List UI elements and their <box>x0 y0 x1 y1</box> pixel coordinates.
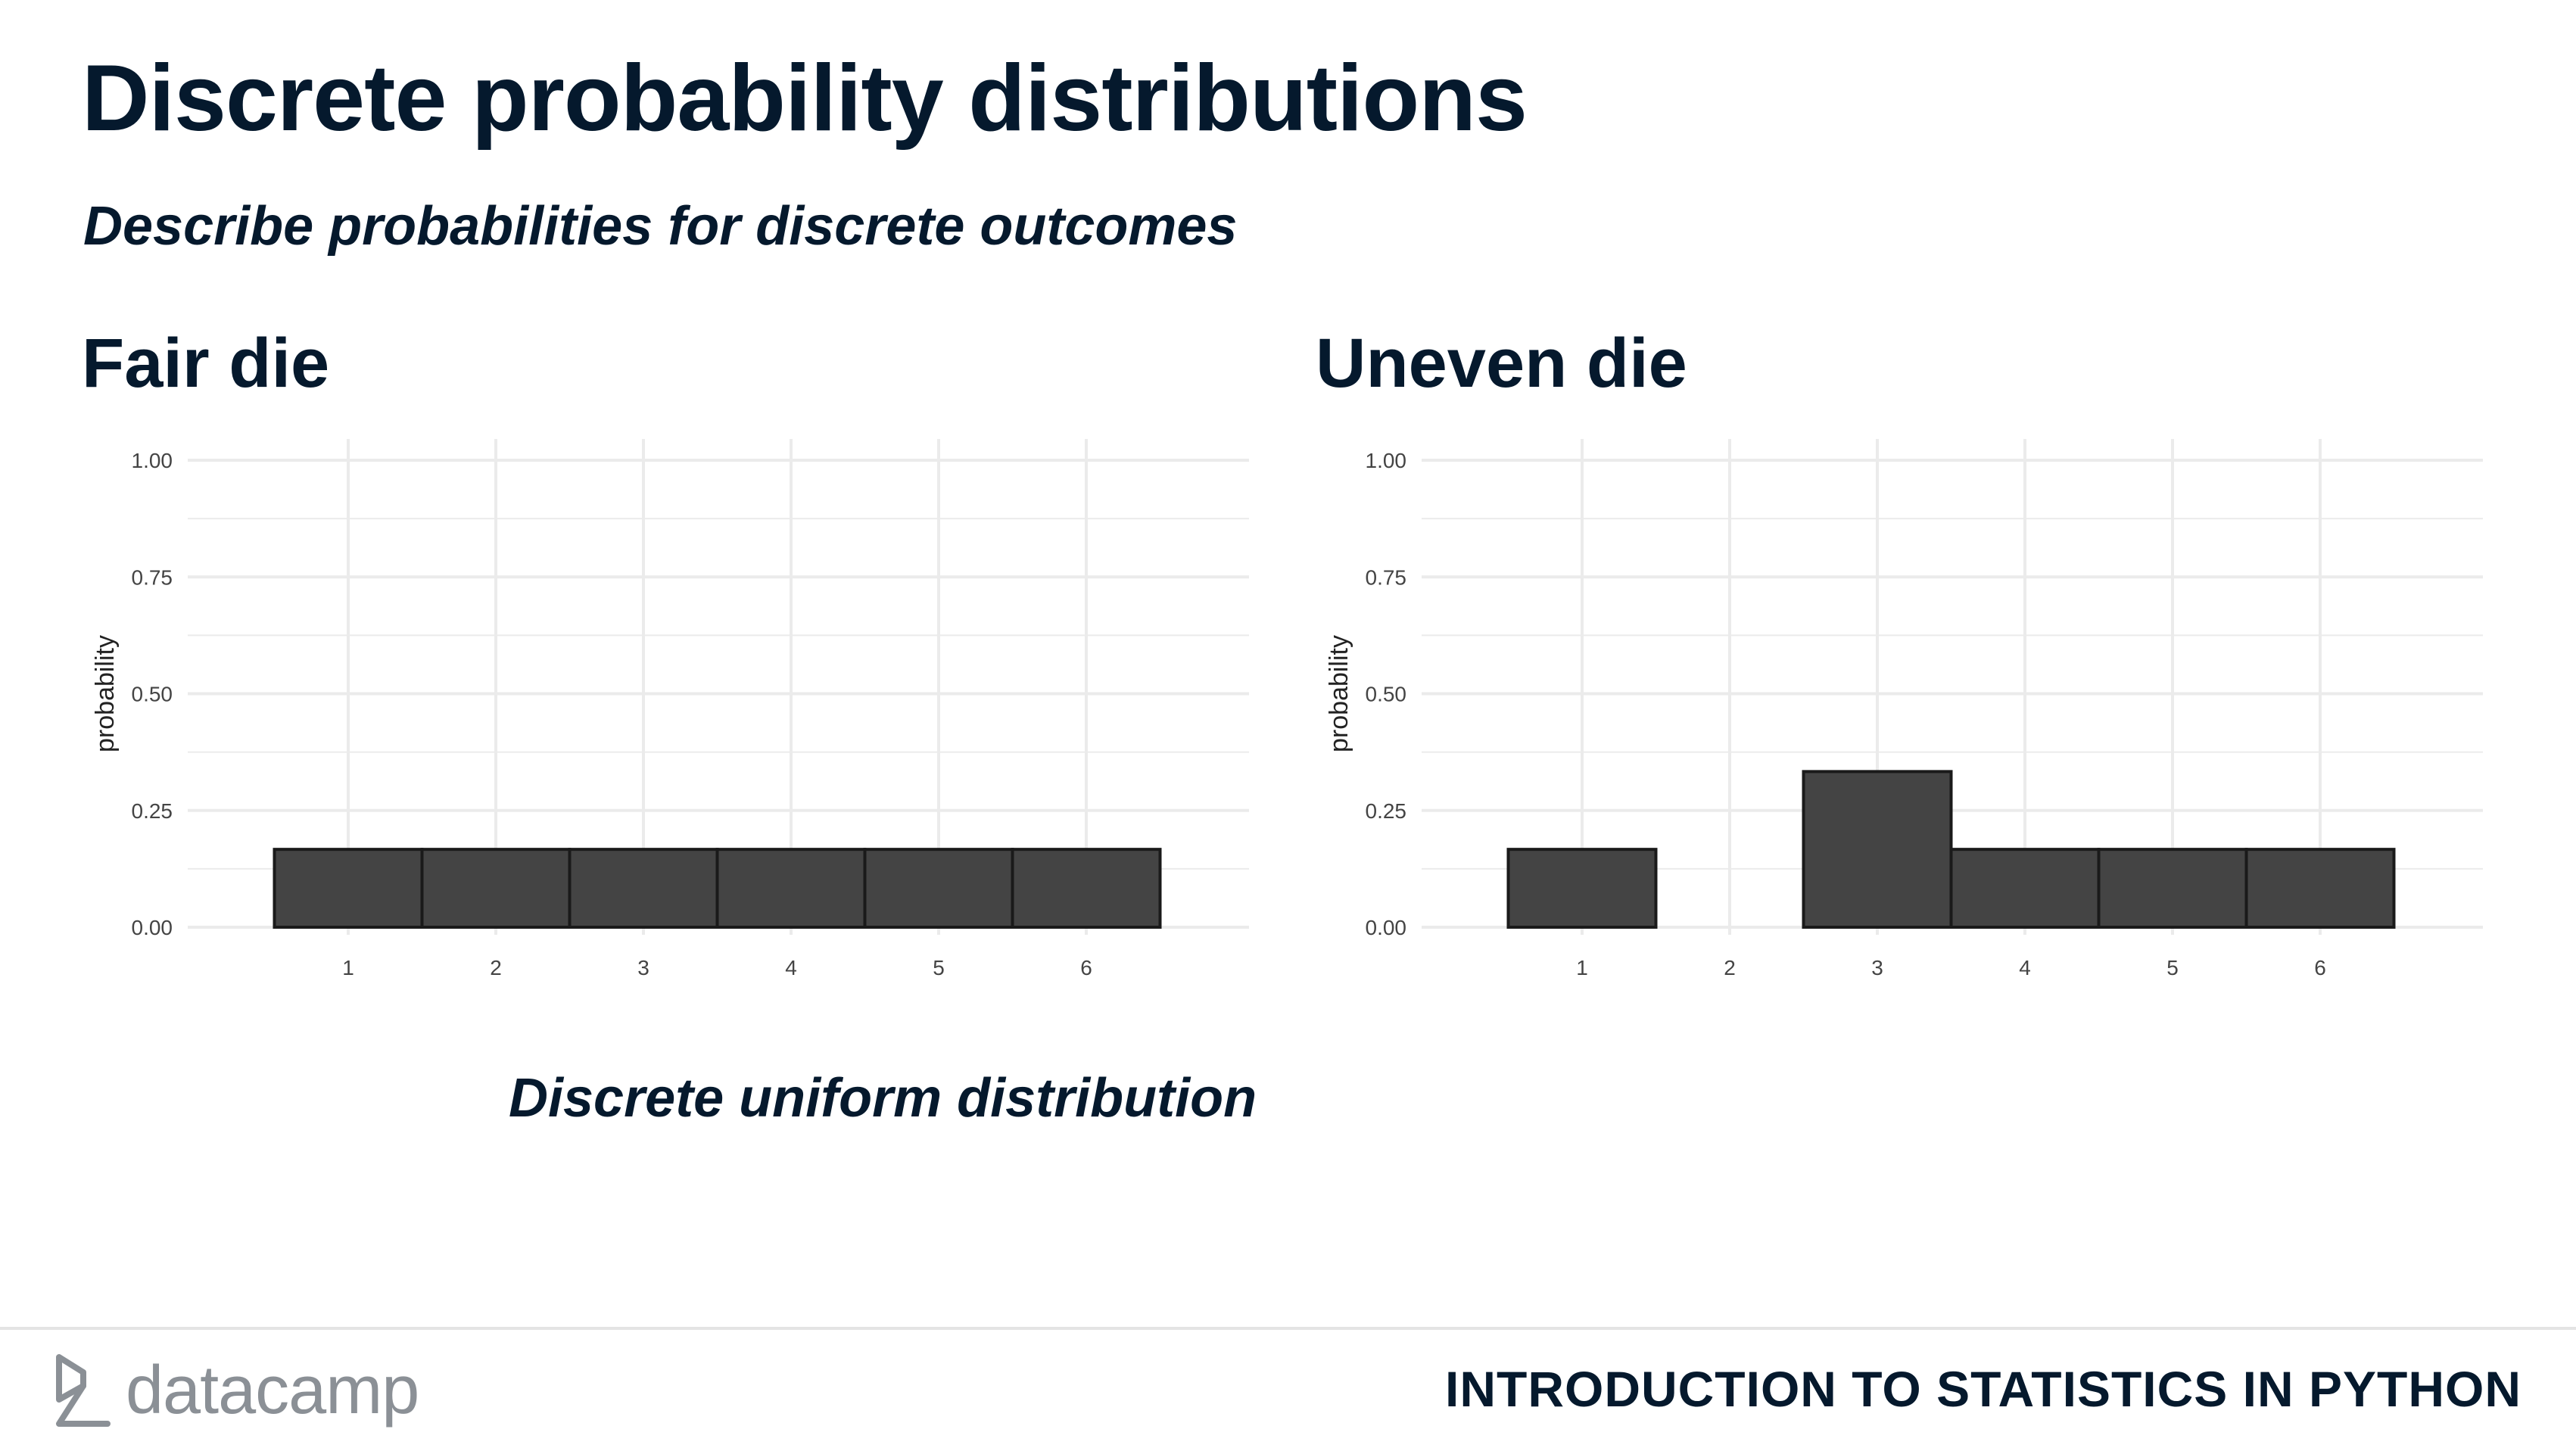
y-tick-label: 0.75 <box>1366 565 1407 589</box>
x-tick-label: 2 <box>1724 956 1736 979</box>
y-tick-label: 0.00 <box>132 916 173 939</box>
bar-6 <box>2244 848 2396 929</box>
y-tick-label: 0.25 <box>132 799 173 823</box>
x-tick-label: 3 <box>1871 956 1883 979</box>
datacamp-logo: datacamp <box>53 1349 419 1432</box>
y-tick-label: 0.25 <box>1366 799 1407 823</box>
footer-divider <box>0 1327 2576 1330</box>
x-tick-label: 6 <box>1080 956 1092 979</box>
y-tick-label: 0.75 <box>132 565 173 589</box>
x-tick-label: 6 <box>2314 956 2326 979</box>
y-tick-label: 1.00 <box>132 449 173 472</box>
bar-1 <box>273 848 424 929</box>
y-tick-label: 0.50 <box>1366 683 1407 706</box>
fair-die-chart: 0.00 0.25 0.50 0.75 1.00 1 2 3 4 5 6 probability <box>91 439 1249 979</box>
y-tick-label: 0.50 <box>132 683 173 706</box>
uneven-die-chart: 0.00 0.25 0.50 0.75 1.00 1 2 3 4 5 6 probability <box>1325 439 2483 979</box>
bar-1 <box>1506 848 1658 929</box>
y-axis-label: probability <box>91 635 120 752</box>
bar-5 <box>2097 848 2248 929</box>
x-tick-label: 1 <box>342 956 354 979</box>
datacamp-logo-icon <box>56 1354 111 1427</box>
course-title: INTRODUCTION TO STATISTICS IN PYTHON <box>1445 1361 2521 1417</box>
bar-4 <box>715 848 867 929</box>
chart-heading-fair-die: Fair die <box>82 325 330 402</box>
bar-6 <box>1011 848 1162 929</box>
bar-4 <box>1949 848 2101 929</box>
x-tick-label: 5 <box>2166 956 2179 979</box>
bar-3 <box>1802 770 1953 929</box>
x-tick-label: 1 <box>1576 956 1588 979</box>
slide-title: Discrete probability distributions <box>82 46 1528 151</box>
x-tick-label: 2 <box>490 956 502 979</box>
bar-5 <box>863 848 1014 929</box>
x-tick-label: 4 <box>785 956 797 979</box>
slide-subtitle: Describe probabilities for discrete outc… <box>83 196 1238 257</box>
x-tick-label: 5 <box>933 956 945 979</box>
bar-2 <box>420 848 572 929</box>
distribution-caption: Discrete uniform distribution <box>509 1068 1257 1129</box>
x-tick-label: 4 <box>2019 956 2031 979</box>
x-tick-label: 3 <box>637 956 649 979</box>
bar-3 <box>568 848 719 929</box>
logo-text: datacamp <box>126 1352 419 1428</box>
chart-heading-uneven-die: Uneven die <box>1316 325 1687 402</box>
y-tick-label: 0.00 <box>1366 916 1407 939</box>
y-tick-label: 1.00 <box>1366 449 1407 472</box>
y-axis-label: probability <box>1325 635 1353 752</box>
